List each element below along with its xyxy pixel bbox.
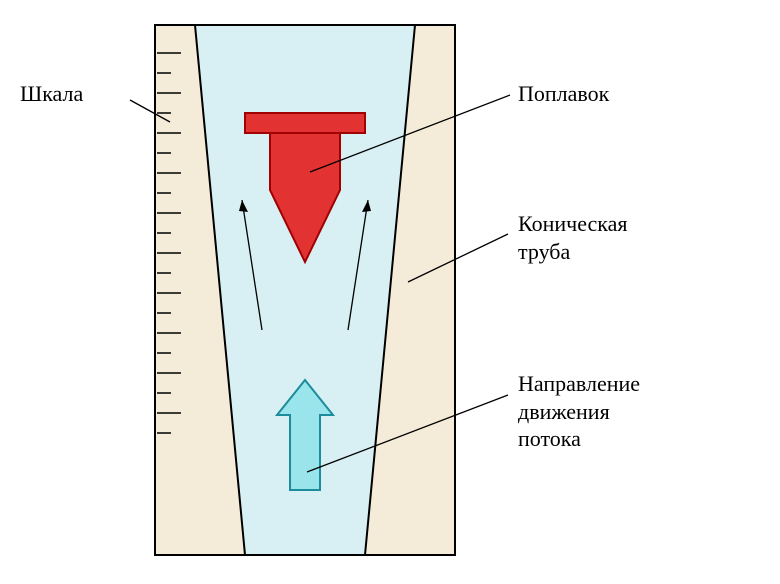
rotameter-diagram: Шкала Поплавок Коническаятруба Направлен…	[0, 0, 780, 584]
diagram-svg	[0, 0, 780, 584]
label-flow-direction: Направлениедвиженияпотока	[518, 370, 640, 453]
label-scale: Шкала	[20, 80, 83, 108]
label-float: Поплавок	[518, 80, 609, 108]
label-conical-tube: Коническаятруба	[518, 210, 628, 265]
